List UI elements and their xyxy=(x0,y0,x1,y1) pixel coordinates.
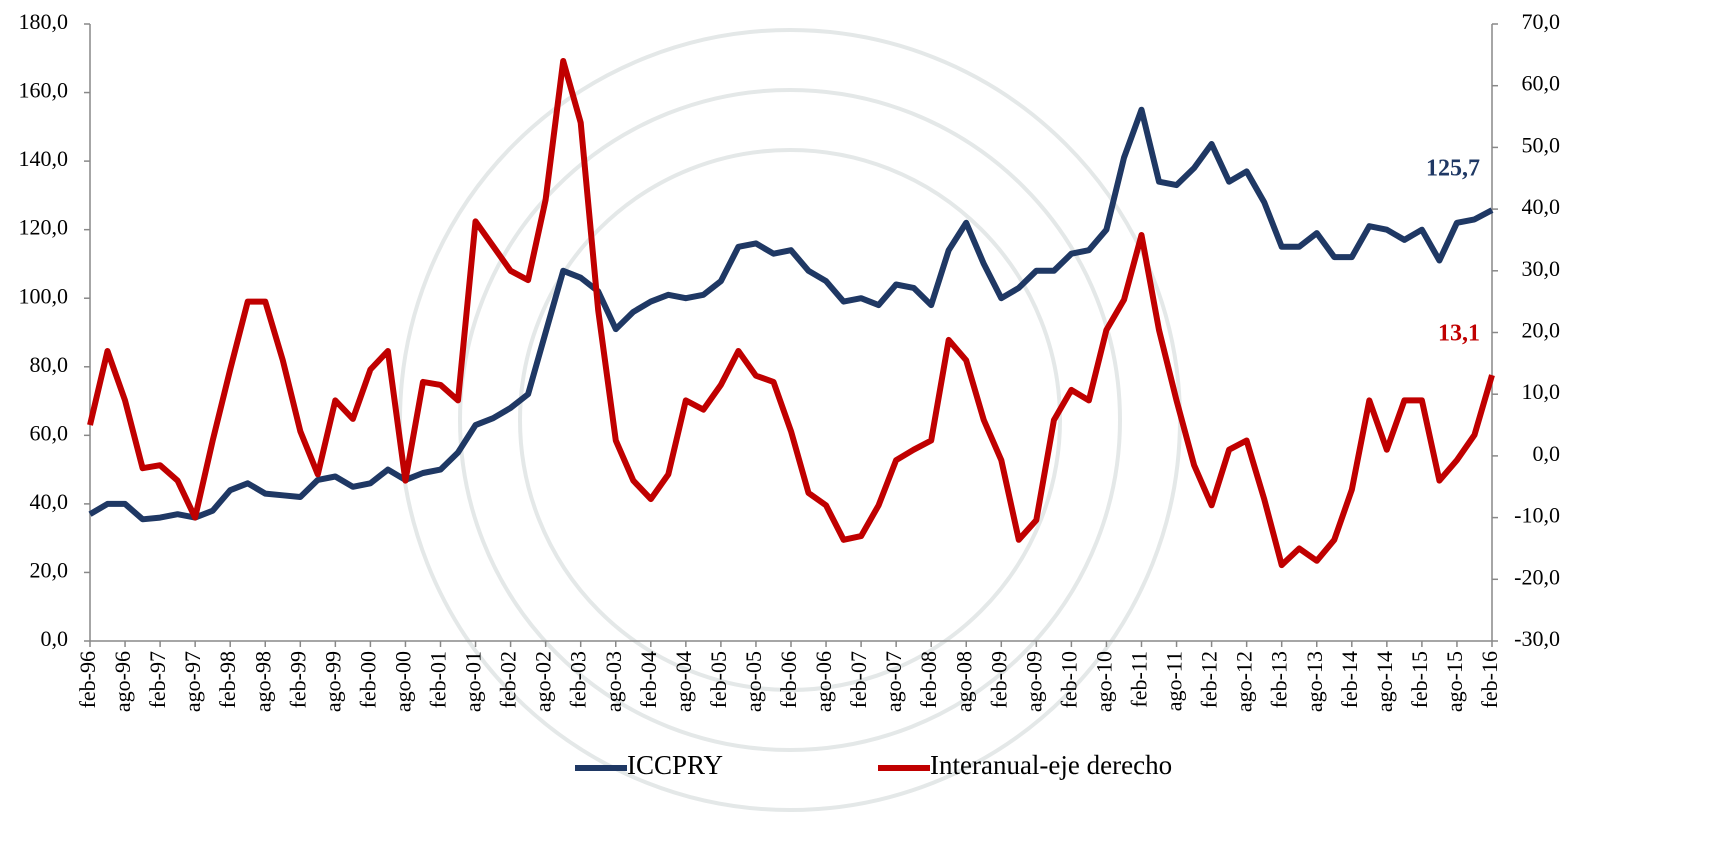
x-tick-label: ago-99 xyxy=(320,651,345,712)
y-tick-label: 140,0 xyxy=(19,146,69,171)
x-tick-label: ago-15 xyxy=(1442,651,1467,712)
x-tick-label: feb-02 xyxy=(496,651,521,708)
x-tick-label: feb-08 xyxy=(916,651,941,708)
x-tick-label: ago-00 xyxy=(390,651,415,712)
x-tick-label: feb-96 xyxy=(75,651,100,708)
y-tick-label: 100,0 xyxy=(19,283,69,308)
y-tick-label: 180,0 xyxy=(19,9,69,34)
y2-tick-label: 70,0 xyxy=(1522,9,1561,34)
y2-tick-label: 60,0 xyxy=(1522,71,1561,96)
y-tick-label: 20,0 xyxy=(30,557,69,582)
x-tick-label: feb-00 xyxy=(355,651,380,708)
x-tick-label: feb-97 xyxy=(145,651,170,708)
x-tick-label: ago-02 xyxy=(531,651,556,712)
y-tick-label: 60,0 xyxy=(30,420,69,445)
series-line xyxy=(88,106,1494,523)
legend-label: ICCPRY xyxy=(627,750,723,780)
x-tick-label: feb-14 xyxy=(1337,651,1362,708)
y-tick-label: 160,0 xyxy=(19,78,69,103)
x-tick-label: ago-07 xyxy=(881,651,906,712)
x-tick-label: ago-13 xyxy=(1302,651,1327,712)
x-tick-label: feb-98 xyxy=(215,651,240,708)
x-tick-label: ago-01 xyxy=(461,651,486,712)
x-tick-label: ago-06 xyxy=(811,651,836,712)
y2-tick-label: -30,0 xyxy=(1514,626,1560,651)
y-tick-label: 0,0 xyxy=(41,626,69,651)
value-label: 125,7 xyxy=(1426,156,1480,182)
y2-tick-label: 50,0 xyxy=(1522,132,1561,157)
x-tick-label: feb-15 xyxy=(1407,651,1432,708)
x-tick-label: ago-04 xyxy=(671,651,696,712)
x-tick-label: feb-16 xyxy=(1477,651,1502,708)
x-tick-label: feb-99 xyxy=(285,651,310,708)
y2-tick-label: -20,0 xyxy=(1514,564,1560,589)
x-tick-label: feb-13 xyxy=(1267,651,1292,708)
x-tick-label: ago-97 xyxy=(180,651,205,712)
x-tick-label: feb-04 xyxy=(636,651,661,708)
x-tick-label: ago-12 xyxy=(1232,651,1257,712)
x-tick-label: feb-07 xyxy=(846,651,871,708)
x-tick-label: ago-96 xyxy=(110,651,135,712)
y2-tick-label: 40,0 xyxy=(1522,194,1561,219)
y2-tick-label: 10,0 xyxy=(1522,379,1561,404)
x-tick-label: ago-08 xyxy=(951,651,976,712)
x-tick-label: ago-11 xyxy=(1162,651,1187,711)
x-tick-label: ago-09 xyxy=(1021,651,1046,712)
y-tick-label: 80,0 xyxy=(30,352,69,377)
x-tick-label: feb-01 xyxy=(426,651,451,708)
x-tick-label: ago-05 xyxy=(741,651,766,712)
x-tick-label: ago-98 xyxy=(250,651,275,712)
x-tick-label: feb-06 xyxy=(776,651,801,708)
x-tick-label: feb-10 xyxy=(1056,651,1081,708)
x-tick-label: feb-09 xyxy=(986,651,1011,708)
x-tick-label: ago-10 xyxy=(1091,651,1116,712)
value-label: 13,1 xyxy=(1438,321,1480,347)
y2-tick-label: 0,0 xyxy=(1533,441,1561,466)
x-tick-label: feb-11 xyxy=(1127,651,1152,708)
y-tick-label: 120,0 xyxy=(19,215,69,240)
x-tick-label: ago-03 xyxy=(601,651,626,712)
legend-label: Interanual-eje derecho xyxy=(930,750,1172,780)
x-tick-label: feb-12 xyxy=(1197,651,1222,708)
x-tick-label: ago-14 xyxy=(1372,651,1397,712)
y-tick-label: 40,0 xyxy=(30,489,69,514)
y2-tick-label: 30,0 xyxy=(1522,256,1561,281)
y2-tick-label: 20,0 xyxy=(1522,318,1561,343)
x-tick-label: feb-03 xyxy=(566,651,591,708)
x-tick-label: feb-05 xyxy=(706,651,731,708)
series-line xyxy=(87,58,1495,569)
y2-tick-label: -10,0 xyxy=(1514,503,1560,528)
